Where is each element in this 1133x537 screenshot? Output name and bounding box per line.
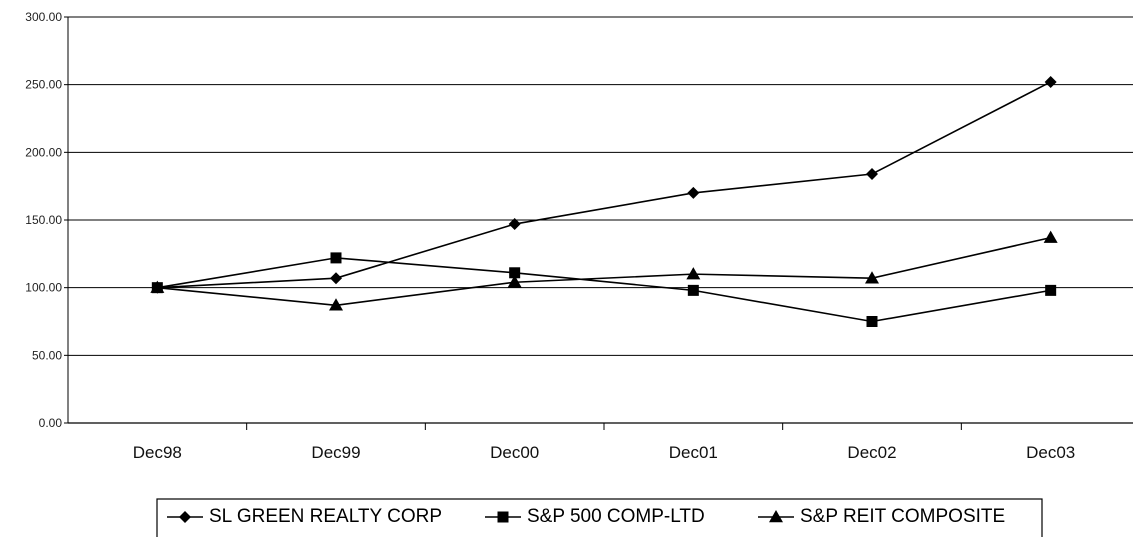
data-point-diamond [866, 167, 878, 180]
gridlines [68, 16, 1133, 356]
series-lines [150, 75, 1058, 327]
x-tick-label: Dec99 [311, 443, 360, 462]
data-point-triangle [865, 271, 879, 284]
series-diamond [151, 75, 1057, 294]
data-point-square [866, 316, 878, 327]
y-axis-tick-labels: 0.00 50.00 100.00 150.00 200.00 250.00 300.00 [25, 10, 68, 430]
y-tick-label: 50.00 [32, 348, 62, 362]
legend-entry: S&P REIT COMPOSITE [758, 506, 1005, 527]
data-point-diamond [687, 186, 700, 199]
series-line [157, 81, 1052, 289]
x-tick-label: Dec98 [133, 443, 182, 462]
y-tick: 200.00 [25, 145, 68, 159]
y-tick: 50.00 [32, 348, 68, 362]
x-tick: Dec99 [311, 443, 360, 462]
legend-box [156, 498, 1043, 537]
legend-marker-square [497, 511, 509, 523]
data-point-diamond [1044, 75, 1057, 88]
legend-entry: SL GREEN REALTY CORP [167, 506, 442, 527]
series-line [157, 236, 1051, 307]
legend-entry: S&P 500 COMP-LTD [485, 506, 705, 527]
data-point-triangle [686, 267, 701, 280]
data-point-triangle [150, 280, 165, 293]
data-point-diamond [330, 272, 342, 285]
x-tick: Dec00 [490, 443, 539, 462]
data-point-triangle [507, 275, 522, 288]
y-tick-label: 250.00 [25, 78, 62, 92]
y-tick: 250.00 [25, 78, 68, 92]
legend-label: S&P 500 COMP-LTD [527, 506, 705, 527]
x-tick: Dec02 [847, 443, 896, 462]
axes [67, 17, 1133, 430]
y-tick-label: 300.00 [25, 10, 62, 24]
x-tick: Dec03 [1026, 443, 1075, 462]
legend-marker-diamond [179, 511, 191, 523]
series-triangle [150, 230, 1058, 311]
y-tick-label: 150.00 [25, 213, 62, 227]
legend-label: S&P REIT COMPOSITE [800, 506, 1005, 527]
y-tick: 100.00 [25, 281, 68, 295]
data-point-triangle [329, 298, 343, 311]
x-axis-tick-labels: Dec98 Dec99 Dec00 Dec01 Dec02 Dec03 [133, 443, 1075, 462]
y-tick: 150.00 [25, 213, 68, 227]
x-tick-label: Dec02 [847, 443, 896, 462]
data-point-square [330, 252, 342, 264]
y-tick-label: 100.00 [25, 281, 62, 295]
x-tick: Dec98 [133, 443, 182, 462]
x-tick: Dec01 [669, 443, 718, 462]
legend-marker-triangle [769, 510, 783, 523]
series-square [151, 252, 1057, 327]
y-tick: 300.00 [25, 10, 68, 24]
legend-label: SL GREEN REALTY CORP [209, 506, 442, 527]
x-tick-label: Dec00 [490, 443, 539, 462]
series-line [157, 257, 1051, 323]
data-point-square [1045, 284, 1057, 296]
data-point-diamond [508, 218, 521, 231]
y-tick: 0.00 [39, 416, 68, 430]
y-tick-label: 0.00 [39, 416, 63, 430]
x-tick-label: Dec03 [1026, 443, 1075, 462]
data-point-square [509, 267, 521, 279]
x-tick-label: Dec01 [669, 443, 718, 462]
data-point-triangle [1043, 230, 1058, 243]
data-point-square [687, 284, 699, 296]
y-tick-label: 200.00 [25, 145, 62, 159]
legend: SL GREEN REALTY CORP S&P 500 COMP-LTD S&P … [156, 498, 1043, 537]
